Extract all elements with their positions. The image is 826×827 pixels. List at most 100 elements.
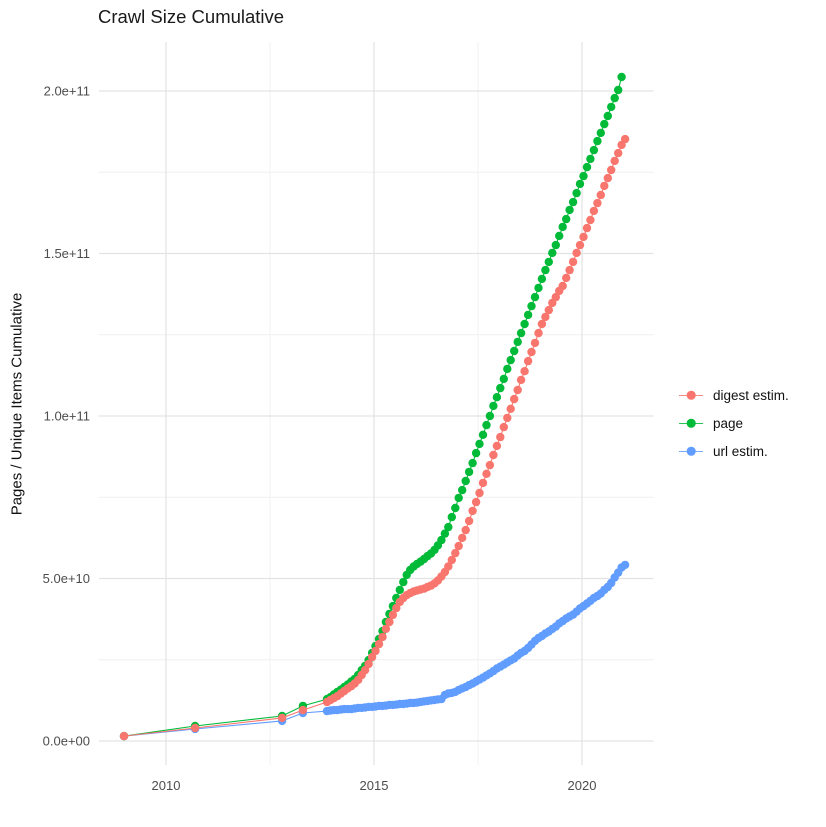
legend-item-digest-estim: digest estim. xyxy=(678,381,789,409)
data-point xyxy=(586,154,595,164)
data-point xyxy=(600,119,609,129)
data-point xyxy=(454,541,463,551)
data-point xyxy=(562,214,571,224)
data-point xyxy=(530,338,540,348)
legend-key-dot xyxy=(686,446,696,456)
data-point xyxy=(367,652,377,662)
data-point xyxy=(558,222,567,232)
data-point xyxy=(620,560,630,570)
data-point xyxy=(596,190,605,200)
gridlines-major xyxy=(99,42,654,765)
data-point xyxy=(471,448,481,458)
data-point xyxy=(485,460,495,470)
data-point xyxy=(298,705,308,715)
data-point xyxy=(617,72,626,82)
data-point xyxy=(451,548,460,558)
data-point xyxy=(586,215,595,225)
data-point xyxy=(458,533,467,543)
x-tick-label: 2015 xyxy=(360,778,389,793)
x-axis-tick-labels: 2010 2015 2020 xyxy=(152,778,597,793)
data-point xyxy=(444,522,453,532)
data-point xyxy=(551,292,560,302)
data-point xyxy=(461,525,470,535)
data-series-layer xyxy=(119,72,630,741)
legend-key-icon xyxy=(678,445,704,457)
data-point xyxy=(444,562,453,571)
data-point xyxy=(451,503,460,513)
data-point xyxy=(516,328,526,338)
data-point xyxy=(575,240,585,250)
data-point xyxy=(541,265,550,275)
data-point xyxy=(527,347,536,357)
data-point xyxy=(530,292,540,302)
data-point xyxy=(492,393,502,402)
data-point xyxy=(516,375,526,385)
data-point xyxy=(374,639,384,649)
data-point xyxy=(510,394,519,404)
data-point xyxy=(600,181,609,191)
data-point xyxy=(614,148,623,158)
data-point xyxy=(381,624,391,634)
data-point xyxy=(520,367,529,376)
data-point xyxy=(582,162,592,172)
series-page xyxy=(119,72,626,741)
data-point xyxy=(454,493,463,503)
data-point xyxy=(520,319,529,329)
chart-title: Crawl Size Cumulative xyxy=(98,6,285,27)
data-point xyxy=(506,355,515,365)
data-point xyxy=(475,439,484,449)
data-point xyxy=(523,310,533,320)
data-point xyxy=(440,529,450,538)
data-point xyxy=(364,659,373,669)
series-url-estim xyxy=(119,560,630,741)
data-point xyxy=(190,723,200,733)
legend-label: page xyxy=(713,415,744,431)
data-point xyxy=(492,441,502,451)
legend-key-dot xyxy=(686,390,696,400)
legend-key-icon xyxy=(678,389,704,401)
data-point xyxy=(485,411,495,421)
legend-label: digest estim. xyxy=(713,387,789,403)
legend: digest estim. page url estim. xyxy=(678,381,789,465)
data-point xyxy=(544,305,553,315)
data-point xyxy=(468,506,477,516)
data-point xyxy=(620,134,630,144)
data-point xyxy=(458,485,467,495)
data-point xyxy=(447,555,456,565)
x-tick-label: 2020 xyxy=(568,778,597,793)
data-point xyxy=(589,206,599,216)
data-point xyxy=(565,205,574,215)
data-point xyxy=(551,240,560,250)
series-digest-estim xyxy=(119,134,630,741)
data-point xyxy=(568,257,578,267)
data-point xyxy=(499,374,508,384)
data-point xyxy=(593,198,602,208)
legend-key-icon xyxy=(678,417,704,429)
data-point xyxy=(447,512,456,522)
data-point xyxy=(399,577,408,587)
data-point xyxy=(510,346,519,356)
data-point xyxy=(489,450,498,460)
data-point xyxy=(603,173,612,183)
data-point xyxy=(503,413,512,423)
data-point xyxy=(555,231,564,241)
data-point xyxy=(388,610,398,620)
data-point xyxy=(506,404,515,413)
data-point xyxy=(544,257,553,267)
legend-item-page: page xyxy=(678,409,789,437)
data-point xyxy=(572,188,581,198)
gridlines-minor xyxy=(99,42,654,765)
legend-label: url estim. xyxy=(713,443,768,459)
data-point xyxy=(558,281,567,291)
data-point xyxy=(464,467,474,477)
data-point xyxy=(523,356,533,366)
data-point xyxy=(610,156,619,166)
data-point xyxy=(468,458,477,468)
data-point xyxy=(496,432,505,442)
y-tick-label: 1.0e+11 xyxy=(44,409,90,424)
data-point xyxy=(496,383,505,393)
data-point xyxy=(565,265,574,275)
data-point xyxy=(437,535,446,545)
